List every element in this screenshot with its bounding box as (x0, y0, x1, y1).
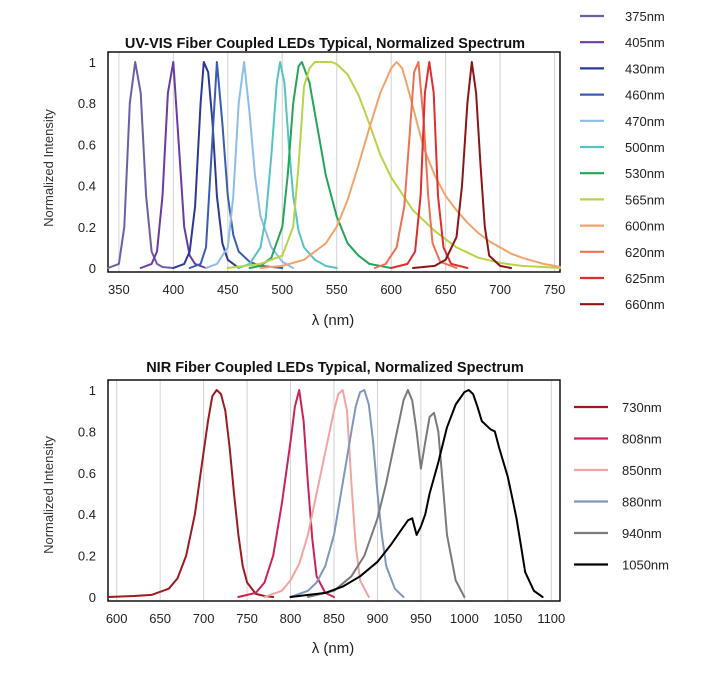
x-tick-label: 700 (489, 282, 511, 297)
legend-label: 808nm (622, 432, 662, 447)
legend-label: 625nm (625, 271, 665, 286)
y-tick-label: 0.2 (78, 220, 96, 235)
legend-label: 660nm (625, 297, 665, 312)
x-tick-label: 950 (410, 611, 432, 626)
uv-vis-chart: UV-VIS Fiber Coupled LEDs Typical, Norma… (41, 9, 665, 329)
series-line-405nm (139, 61, 207, 269)
legend-label: 565nm (625, 192, 665, 207)
y-tick-label: 0.4 (78, 179, 96, 194)
x-tick-label: 900 (367, 611, 389, 626)
chart-title: UV-VIS Fiber Coupled LEDs Typical, Norma… (125, 36, 525, 52)
series-line-620nm (373, 61, 458, 269)
x-tick-label: 550 (326, 282, 348, 297)
x-tick-label: 450 (217, 282, 239, 297)
legend-label: 730nm (622, 400, 662, 415)
series-line-1050nm (289, 389, 544, 598)
x-axis-label: λ (nm) (312, 312, 355, 329)
series-line-880nm (289, 389, 405, 598)
legend-label: 375nm (625, 9, 665, 24)
y-tick-label: 0.6 (78, 137, 96, 152)
y-tick-label: 0.2 (78, 549, 96, 564)
x-axis-label: λ (nm) (312, 640, 355, 657)
plot-frame (107, 379, 561, 602)
y-tick-label: 1 (89, 383, 96, 398)
legend-label: 1050nm (622, 558, 669, 573)
legend-label: 850nm (622, 463, 662, 478)
series-line-850nm (263, 389, 370, 598)
legend-label: 470nm (625, 114, 665, 129)
y-axis-label: Normalized Intensity (41, 436, 56, 554)
y-tick-label: 0.8 (78, 424, 96, 439)
x-tick-label: 750 (236, 611, 258, 626)
legend-label: 620nm (625, 245, 665, 260)
series-line-500nm (237, 61, 338, 269)
x-tick-label: 350 (108, 282, 130, 297)
series-line-565nm (226, 61, 561, 269)
x-tick-label: 600 (380, 282, 402, 297)
x-tick-label: 650 (149, 611, 171, 626)
series-line-940nm (306, 389, 466, 598)
legend-label: 530nm (625, 166, 665, 181)
x-tick-label: 800 (280, 611, 302, 626)
legend: 730nm 808nm 850nm 880nm 940nm 1050nm (574, 400, 669, 573)
y-tick-label: 0.4 (78, 507, 96, 522)
legend-label: 880nm (622, 495, 662, 510)
series-line-808nm (237, 389, 335, 598)
legend-label: 430nm (625, 61, 665, 76)
x-tick-label: 500 (271, 282, 293, 297)
series-line-730nm (107, 389, 275, 598)
y-tick-label: 0 (89, 590, 96, 605)
legend-label: 940nm (622, 526, 662, 541)
x-tick-label: 1050 (493, 611, 522, 626)
series-line-600nm (259, 61, 561, 269)
series-line-430nm (172, 61, 240, 269)
legend-label: 460nm (625, 88, 665, 103)
series-line-375nm (107, 61, 175, 269)
chart-title: NIR Fiber Coupled LEDs Typical, Normaliz… (146, 360, 524, 376)
x-tick-label: 1100 (537, 611, 565, 626)
legend-label: 600nm (625, 219, 665, 234)
x-tick-label: 400 (162, 282, 184, 297)
x-tick-label: 650 (435, 282, 457, 297)
x-tick-label: 600 (106, 611, 128, 626)
legend: 375nm 405nm 430nm 460nm 470nm 500nm 530nm 565nm… (580, 9, 665, 312)
legend-label: 405nm (625, 35, 665, 50)
series-line-660nm (412, 61, 512, 269)
y-tick-label: 0.6 (78, 466, 96, 481)
series-line-530nm (248, 61, 393, 269)
plot-frame (107, 51, 561, 273)
x-tick-label: 1000 (450, 611, 479, 626)
y-tick-label: 0.8 (78, 96, 96, 111)
x-tick-label: 850 (323, 611, 345, 626)
y-tick-label: 1 (89, 55, 96, 70)
y-tick-label: 0 (89, 261, 96, 276)
legend-label: 500nm (625, 140, 665, 155)
x-tick-label: 700 (193, 611, 215, 626)
nir-chart: NIR Fiber Coupled LEDs Typical, Normaliz… (41, 360, 669, 657)
y-axis-label: Normalized Intensity (41, 109, 56, 227)
series-line-625nm (390, 61, 469, 269)
x-tick-label: 750 (544, 282, 566, 297)
